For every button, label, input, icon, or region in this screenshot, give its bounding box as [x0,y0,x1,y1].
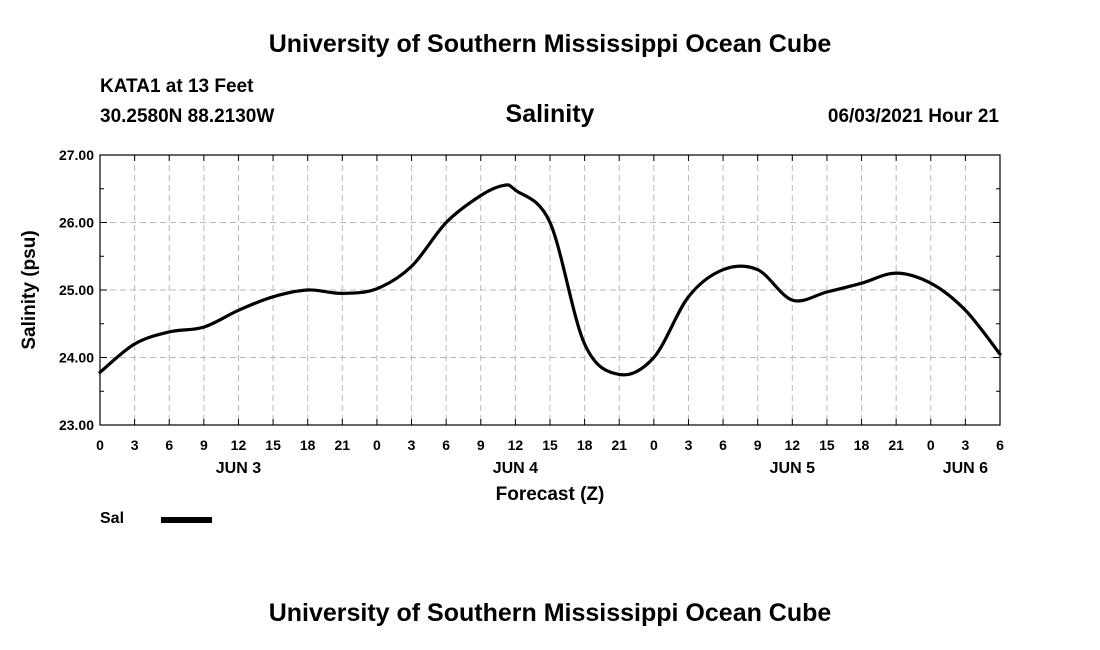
x-axis-title: Forecast (Z) [496,484,605,505]
x-tick-label: 9 [754,437,762,453]
x-tick-label: 0 [373,437,381,453]
x-tick-label: 3 [131,437,139,453]
x-tick-label: 9 [477,437,485,453]
x-tick-label: 18 [854,437,870,453]
chart-grid [100,155,1000,425]
legend-swatch [161,517,212,523]
day-label: JUN 6 [943,460,988,477]
x-tick-label: 15 [265,437,281,453]
series-line-sal [98,183,1002,377]
y-tick-label: 23.00 [59,417,94,433]
day-label: JUN 3 [216,460,261,477]
station-coordinates: 30.2580N 88.2130W [100,106,275,127]
y-tick-label: 26.00 [59,215,94,231]
x-tick-label: 3 [408,437,416,453]
day-label: JUN 4 [493,460,538,477]
x-tick-label: 15 [542,437,558,453]
x-tick-label: 6 [165,437,173,453]
x-tick-label: 12 [231,437,247,453]
x-tick-label: 12 [508,437,524,453]
x-tick-label: 6 [996,437,1004,453]
plot-frame [99,154,1001,426]
x-tick-label: 12 [785,437,801,453]
y-axis-title: Salinity (psu) [19,230,40,349]
y-tick-label: 24.00 [59,350,94,366]
x-tick-label: 15 [819,437,835,453]
y-tick-label: 25.00 [59,282,94,298]
y-tick-label: 27.00 [59,147,94,163]
x-tick-label: 9 [200,437,208,453]
footer-title: University of Southern Mississippi Ocean… [268,599,832,627]
x-tick-label: 18 [300,437,316,453]
x-tick-label: 21 [611,437,627,453]
x-tick-label: 3 [685,437,693,453]
chart-series [98,183,1002,377]
x-tick-label: 3 [961,437,969,453]
chart-labels: 0 3 6 9 12 15 18 21 0 3 6 9 12 15 18 21 0 3 6 9 12 15 18 21 0 3 6 2… [19,147,1004,505]
x-tick-label: 6 [442,437,450,453]
forecast-datetime: 06/03/2021 Hour 21 [827,106,999,127]
x-tick-label: 18 [577,437,593,453]
legend-label: Sal [100,510,125,527]
day-label: JUN 5 [770,460,815,477]
x-tick-label: 0 [927,437,935,453]
x-tick-label: 6 [719,437,727,453]
page-title: University of Southern Mississippi Ocean… [268,30,832,58]
station-label: KATA1 at 13 Feet [100,76,254,97]
x-tick-label: 21 [335,437,351,453]
x-tick-label: 0 [96,437,104,453]
x-tick-label: 0 [650,437,658,453]
x-tick-label: 21 [888,437,904,453]
chart-title: Salinity [505,100,595,128]
